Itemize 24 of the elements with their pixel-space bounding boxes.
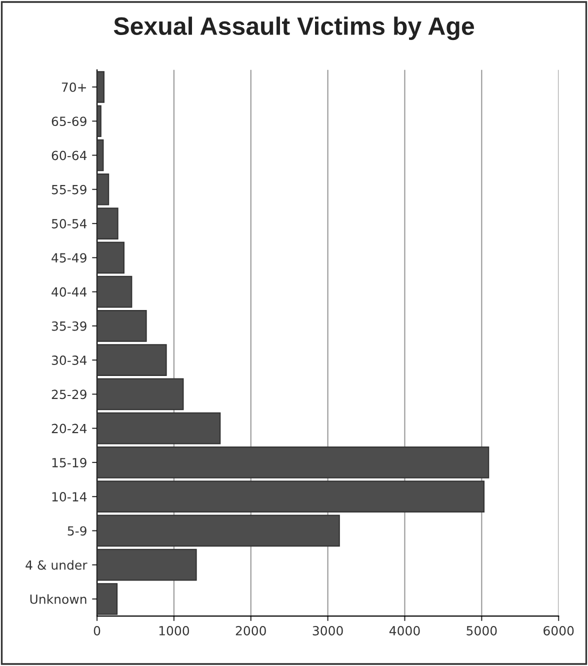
- y-tick-label: 70+: [62, 82, 86, 92]
- y-tick-label: 55-59: [52, 184, 86, 194]
- y-tick-label: 30-34: [52, 356, 87, 365]
- y-tick-label: 45-49: [52, 253, 86, 263]
- y-tick-label: 60-64: [52, 150, 87, 160]
- y-tick-label: 25-29: [52, 390, 86, 400]
- y-tick-label: Unknown: [30, 594, 86, 604]
- x-tick-label: 2000: [236, 626, 266, 636]
- y-tick-label: 20-24: [52, 424, 87, 434]
- x-tick-label: 4000: [389, 626, 420, 636]
- x-tick-label: 0: [94, 626, 100, 636]
- x-tick-label: 6000: [544, 626, 574, 636]
- y-tick-label: 10-14: [52, 492, 87, 502]
- x-tick-label: 3000: [312, 626, 343, 636]
- y-tick-label: 65-69: [52, 116, 86, 126]
- y-tick-label: 5-9: [68, 526, 86, 536]
- y-tick-label: 50-54: [52, 219, 87, 228]
- y-tick-label: 35-39: [52, 321, 86, 331]
- y-tick-label: 40-44: [52, 287, 87, 297]
- x-tick-label: 1000: [159, 626, 190, 636]
- y-tick-label: 15-19: [52, 458, 86, 468]
- x-tick-label: 5000: [466, 626, 497, 636]
- y-tick-label: 4 & under: [26, 560, 88, 570]
- chart-title: Sexual Assault Victims by Age: [114, 16, 474, 40]
